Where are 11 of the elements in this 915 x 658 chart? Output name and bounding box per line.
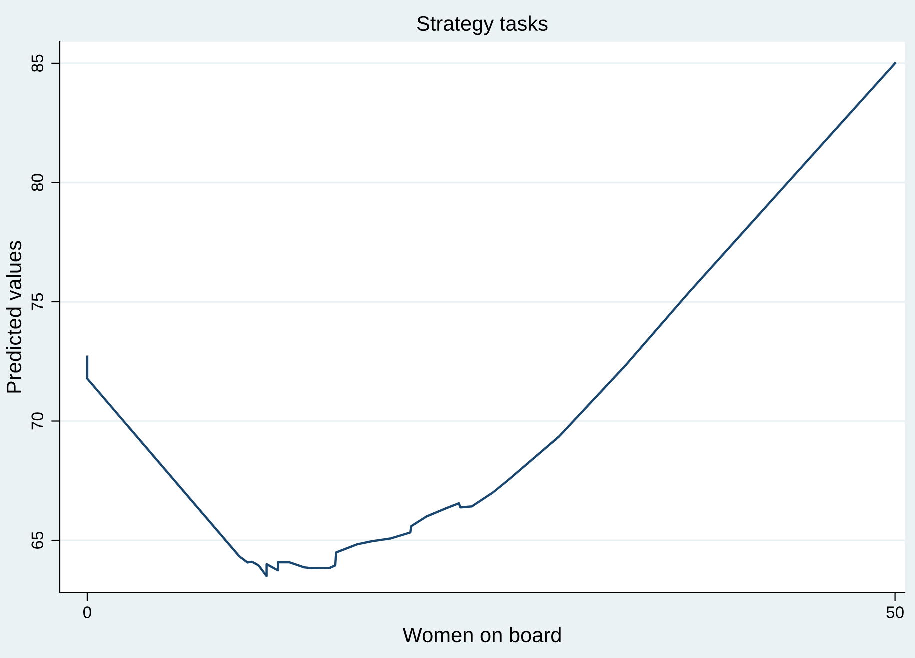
y-tick-label: 65: [32, 532, 44, 549]
line-series: [86, 62, 896, 578]
y-tick-label: 85: [32, 54, 44, 72]
y-tick-label: 75: [32, 293, 44, 310]
x-tick-label: 0: [83, 606, 92, 618]
chart-title: Strategy tasks: [417, 16, 548, 36]
x-axis-title: Women on board: [402, 627, 561, 643]
y-tick-label: 70: [32, 412, 44, 430]
y-axis-title: Predicted values: [6, 241, 22, 393]
x-tick-label: 50: [886, 606, 904, 618]
y-tick-label: 80: [32, 174, 44, 192]
